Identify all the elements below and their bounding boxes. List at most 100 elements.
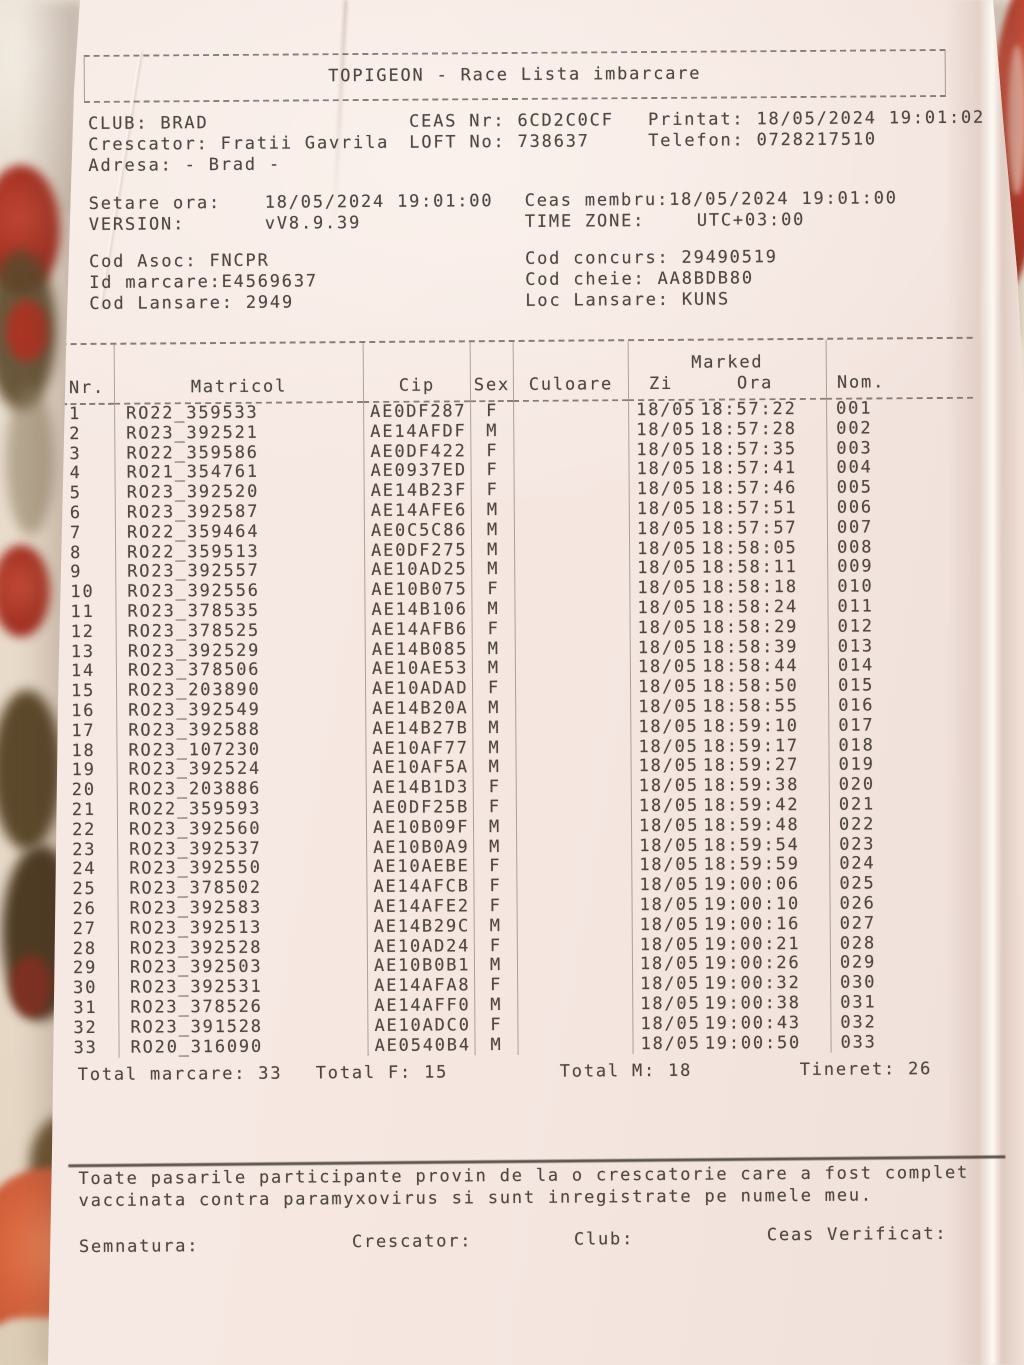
- row-matricol: RO23_392503: [117, 957, 368, 979]
- row-cip: AE10ADC0: [367, 1015, 475, 1037]
- row-ora: 18:57:28: [700, 419, 797, 440]
- row-zi: 18/05: [638, 756, 699, 777]
- row-marked: 18/05 18:57:57: [628, 518, 828, 540]
- row-sex: F: [471, 580, 515, 601]
- row-marked: 18/05 18:57:51: [628, 498, 827, 520]
- row-sex: F: [473, 877, 517, 898]
- row-nom: 002: [826, 418, 974, 440]
- row-sex: M: [472, 718, 516, 739]
- row-cip: AE10AF5A: [365, 758, 473, 780]
- adresa-field: Adresa: - Brad -: [88, 154, 282, 176]
- row-matricol: RO23_107230: [116, 739, 366, 762]
- row-marked: 18/05 18:58:18: [629, 577, 828, 600]
- row-zi: 18/05: [637, 617, 698, 638]
- row-nom: 032: [830, 1012, 978, 1034]
- row-ora: 18:58:11: [701, 558, 798, 579]
- row-matricol: RO22_359586: [114, 442, 364, 465]
- row-sex: F: [470, 481, 514, 502]
- row-ora: 18:57:22: [700, 399, 797, 420]
- row-nr: 25: [72, 879, 97, 900]
- row-zi: 18/05: [637, 637, 699, 658]
- total-m: Total M: 18: [559, 1060, 693, 1082]
- row-sex: F: [473, 857, 517, 878]
- fabric-flower-red: [0, 545, 50, 637]
- row-zi: 18/05: [638, 736, 699, 757]
- printat-field: Printat: 18/05/2024 19:01:02: [648, 107, 986, 131]
- time-zone-label: TIME ZONE:: [524, 211, 646, 232]
- row-nom: 025: [829, 873, 977, 895]
- cod-lansare-field: Cod Lansare: 2949: [89, 292, 295, 314]
- row-marked: 18/05 18:57:22: [628, 399, 827, 421]
- row-nr: 21: [71, 800, 97, 821]
- row-cip: AE0937ED: [363, 461, 471, 483]
- row-cip: AE10B0B1: [366, 956, 475, 978]
- row-ora: 19:00:50: [704, 1033, 802, 1054]
- row-zi: 18/05: [639, 855, 700, 876]
- row-zi: 18/05: [637, 577, 698, 599]
- row-matricol: RO23_378535: [115, 600, 365, 623]
- col-header-nr: Nr.: [60, 344, 115, 406]
- row-cip: AE10AE53: [364, 659, 472, 681]
- row-nr: 27: [72, 919, 97, 939]
- row-culoare: [516, 896, 632, 917]
- row-ora: 18:57:51: [700, 498, 798, 519]
- row-zi: 18/05: [637, 538, 698, 559]
- row-sex: M: [470, 500, 514, 522]
- row-culoare: [516, 935, 632, 957]
- row-zi: 18/05: [639, 934, 701, 955]
- row-nom: 026: [829, 893, 977, 915]
- row-ora: 19:00:16: [703, 914, 801, 935]
- row-nom: 015: [827, 675, 976, 697]
- row-nom: 011: [827, 596, 975, 618]
- row-zi: 18/05: [638, 815, 700, 836]
- row-sex: M: [472, 758, 516, 779]
- row-sex: M: [473, 916, 517, 937]
- row-ora: 18:59:27: [702, 756, 800, 777]
- loft-no-field: LOFT No: 738637: [409, 131, 590, 153]
- row-ora: 18:59:38: [702, 775, 800, 796]
- ceas-verificat-label: Ceas Verificat:: [766, 1223, 948, 1246]
- row-culoare: [515, 777, 631, 798]
- row-matricol: RO22_359593: [116, 798, 366, 821]
- row-zi: 18/05: [636, 419, 697, 440]
- row-marked: 18/05 18:57:28: [628, 419, 827, 441]
- row-nom: 006: [826, 497, 974, 519]
- row-ora: 19:00:38: [704, 993, 801, 1014]
- row-nr: 31: [73, 998, 98, 1018]
- row-nr: 18: [71, 741, 96, 761]
- row-ora: 18:58:55: [702, 696, 799, 717]
- row-sex: F: [470, 441, 514, 462]
- row-ora: 19:00:21: [703, 934, 801, 955]
- row-nr: 24: [72, 860, 97, 880]
- document-title: TOPIGEON - Race Lista imbarcare: [328, 63, 702, 87]
- row-sex: M: [472, 698, 516, 720]
- row-nom: 017: [828, 715, 976, 737]
- row-matricol: RO23_392560: [116, 818, 367, 841]
- row-cip: AE10AF77: [365, 738, 473, 760]
- row-matricol: RO23_378506: [115, 660, 365, 682]
- row-ora: 18:57:35: [700, 439, 797, 460]
- telefon-field: Telefon: 0728217510: [648, 129, 877, 152]
- row-ora: 19:00:10: [703, 894, 801, 915]
- setare-ora-label: Setare ora:: [88, 193, 222, 214]
- row-ora: 18:58:39: [701, 637, 799, 658]
- row-nom: 016: [828, 695, 976, 717]
- row-culoare: [517, 1034, 633, 1056]
- row-nr: 29: [72, 959, 98, 979]
- row-cip: AE14B27B: [365, 719, 473, 740]
- row-cip: AE14B1D3: [365, 778, 473, 799]
- row-sex: M: [474, 995, 518, 1016]
- row-nr: 17: [71, 721, 96, 741]
- row-cip: AE14AFF0: [367, 996, 475, 1017]
- row-cip: AE14B20A: [365, 699, 473, 720]
- row-nr: 15: [70, 681, 96, 702]
- row-marked: 18/05 18:59:48: [630, 815, 830, 837]
- row-marked: 18/05 18:59:59: [631, 855, 830, 877]
- row-matricol: RO23_392528: [117, 937, 367, 960]
- row-matricol: RO23_392588: [116, 719, 366, 742]
- id-marcare-field: Id marcare:E4569637: [89, 271, 318, 293]
- row-ora: 19:00:43: [704, 1013, 801, 1034]
- row-sex: M: [471, 540, 515, 561]
- row-culoare: [514, 638, 630, 660]
- row-matricol: RO23_203890: [116, 680, 366, 702]
